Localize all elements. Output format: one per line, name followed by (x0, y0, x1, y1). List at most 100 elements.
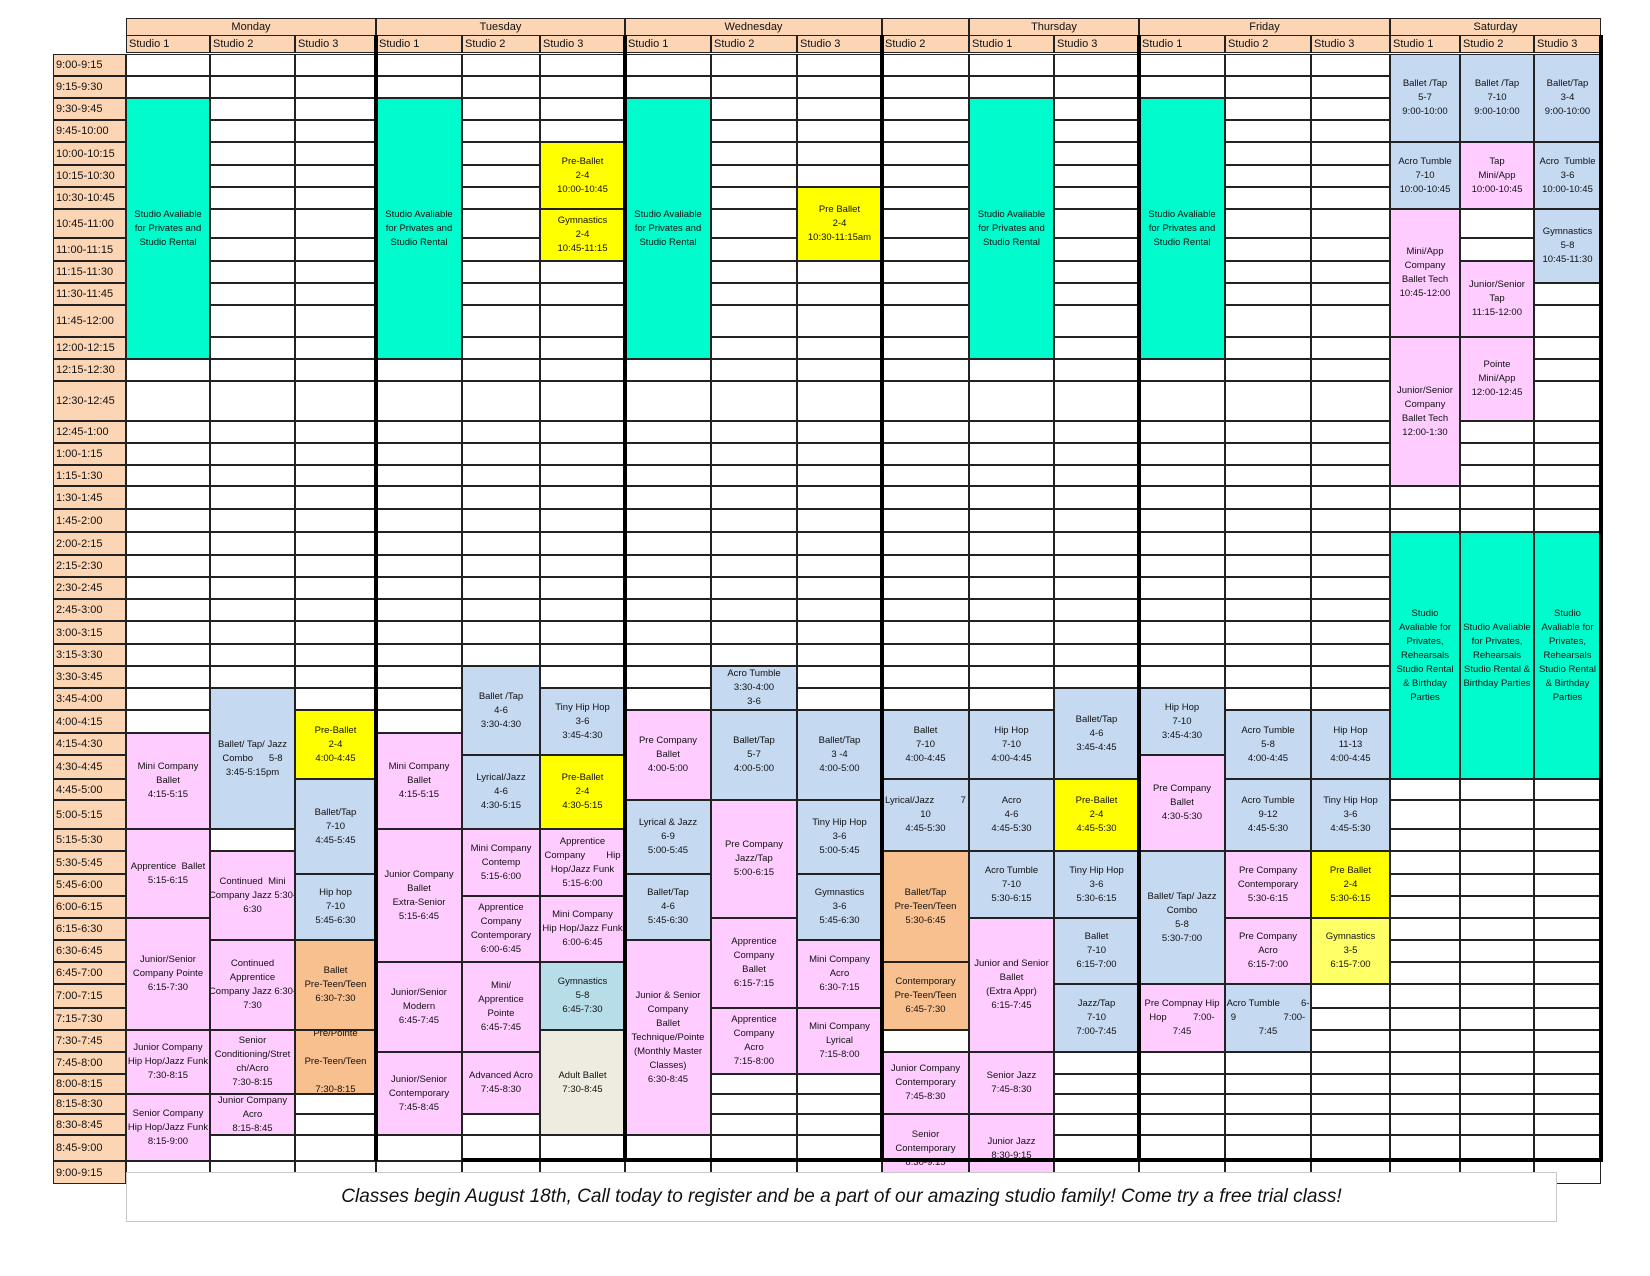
grid-cell[interactable] (1311, 532, 1390, 555)
grid-cell[interactable] (882, 381, 969, 421)
class-block[interactable]: Ballet 7-10 4:00-4:45 (882, 710, 969, 779)
grid-cell[interactable] (376, 599, 462, 621)
grid-cell[interactable] (462, 76, 540, 98)
grid-cell[interactable] (1225, 381, 1311, 421)
grid-cell[interactable] (797, 142, 882, 165)
grid-cell[interactable] (797, 1135, 882, 1161)
grid-cell[interactable] (210, 666, 295, 688)
grid-cell[interactable] (969, 486, 1054, 509)
grid-cell[interactable] (625, 443, 711, 465)
grid-cell[interactable] (295, 209, 376, 238)
grid-cell[interactable] (1390, 1114, 1460, 1135)
class-block[interactable]: Apprentice Company Ballet 6:15-7:15 (711, 918, 797, 1008)
grid-cell[interactable] (1054, 238, 1139, 261)
grid-cell[interactable] (797, 98, 882, 120)
grid-cell[interactable] (540, 465, 625, 486)
grid-cell[interactable] (1225, 465, 1311, 486)
grid-cell[interactable] (540, 532, 625, 555)
grid-cell[interactable] (711, 98, 797, 120)
grid-cell[interactable] (295, 165, 376, 187)
grid-cell[interactable] (1460, 1094, 1534, 1114)
grid-cell[interactable] (540, 76, 625, 98)
grid-cell[interactable] (882, 305, 969, 337)
class-block[interactable]: Mini Company Lyrical 7:15-8:00 (797, 1008, 882, 1074)
grid-cell[interactable] (1460, 940, 1534, 962)
grid-cell[interactable] (1534, 800, 1601, 829)
grid-cell[interactable] (711, 54, 797, 76)
class-block[interactable]: Apprentice Company Contemporary 6:00-6:45 (462, 896, 540, 962)
grid-cell[interactable] (1054, 359, 1139, 381)
grid-cell[interactable] (126, 666, 210, 688)
class-block[interactable]: Studio Avaliable for Privates, Rehearsals S… (1460, 532, 1534, 779)
grid-cell[interactable] (210, 486, 295, 509)
grid-cell[interactable] (462, 359, 540, 381)
grid-cell[interactable] (797, 381, 882, 421)
grid-cell[interactable] (210, 187, 295, 209)
grid-cell[interactable] (1311, 142, 1390, 165)
grid-cell[interactable] (462, 381, 540, 421)
grid-cell[interactable] (1225, 532, 1311, 555)
grid-cell[interactable] (969, 621, 1054, 644)
class-block[interactable]: Mini Company Contemp 5:15-6:00 (462, 829, 540, 896)
grid-cell[interactable] (882, 209, 969, 238)
grid-cell[interactable] (625, 359, 711, 381)
grid-cell[interactable] (462, 532, 540, 555)
class-block[interactable]: Hip Hop 7-10 4:00-4:45 (969, 710, 1054, 779)
grid-cell[interactable] (882, 238, 969, 261)
grid-cell[interactable] (126, 509, 210, 532)
grid-cell[interactable] (797, 261, 882, 283)
grid-cell[interactable] (1534, 486, 1601, 509)
grid-cell[interactable] (295, 486, 376, 509)
grid-cell[interactable] (540, 599, 625, 621)
grid-cell[interactable] (1139, 509, 1225, 532)
grid-cell[interactable] (1460, 421, 1534, 443)
grid-cell[interactable] (1460, 918, 1534, 940)
grid-cell[interactable] (210, 443, 295, 465)
grid-cell[interactable] (797, 283, 882, 305)
grid-cell[interactable] (969, 644, 1054, 666)
grid-cell[interactable] (882, 283, 969, 305)
grid-cell[interactable] (1225, 187, 1311, 209)
grid-cell[interactable] (210, 532, 295, 555)
grid-cell[interactable] (1311, 1074, 1390, 1094)
class-block[interactable]: Junior Company Hip Hop/Jazz Funk 7:30-8:15 (126, 1030, 210, 1094)
class-block[interactable]: Acro Tumble 5-8 4:00-4:45 (1225, 710, 1311, 779)
grid-cell[interactable] (1390, 1052, 1460, 1074)
grid-cell[interactable] (462, 421, 540, 443)
grid-cell[interactable] (969, 532, 1054, 555)
class-block[interactable]: Pre Company Ballet 4:30-5:30 (1139, 755, 1225, 851)
grid-cell[interactable] (210, 165, 295, 187)
grid-cell[interactable] (126, 359, 210, 381)
grid-cell[interactable] (1139, 1074, 1225, 1094)
grid-cell[interactable] (797, 165, 882, 187)
grid-cell[interactable] (126, 599, 210, 621)
grid-cell[interactable] (295, 509, 376, 532)
grid-cell[interactable] (969, 509, 1054, 532)
grid-cell[interactable] (1311, 1052, 1390, 1074)
grid-cell[interactable] (540, 337, 625, 359)
grid-cell[interactable] (1534, 1030, 1601, 1052)
grid-cell[interactable] (625, 621, 711, 644)
grid-cell[interactable] (1390, 1074, 1460, 1094)
grid-cell[interactable] (1225, 165, 1311, 187)
grid-cell[interactable] (1139, 76, 1225, 98)
grid-cell[interactable] (1534, 962, 1601, 984)
grid-cell[interactable] (295, 359, 376, 381)
class-block[interactable]: Junior/Senior Company Ballet Tech 12:00-1:3… (1390, 337, 1460, 486)
class-block[interactable]: Studio Avaliable for Privates and Studio R… (625, 98, 711, 359)
grid-cell[interactable] (1139, 381, 1225, 421)
class-block[interactable]: Mini Company Acro 6:30-7:15 (797, 940, 882, 1008)
class-block[interactable]: Jazz/Tap 7-10 7:00-7:45 (1054, 984, 1139, 1052)
grid-cell[interactable] (376, 486, 462, 509)
grid-cell[interactable] (882, 666, 969, 688)
grid-cell[interactable] (797, 599, 882, 621)
grid-cell[interactable] (540, 54, 625, 76)
grid-cell[interactable] (1390, 962, 1460, 984)
grid-cell[interactable] (126, 644, 210, 666)
grid-cell[interactable] (540, 359, 625, 381)
grid-cell[interactable] (1054, 76, 1139, 98)
grid-cell[interactable] (1534, 443, 1601, 465)
grid-cell[interactable] (1054, 283, 1139, 305)
grid-cell[interactable] (295, 555, 376, 577)
grid-cell[interactable] (210, 577, 295, 599)
